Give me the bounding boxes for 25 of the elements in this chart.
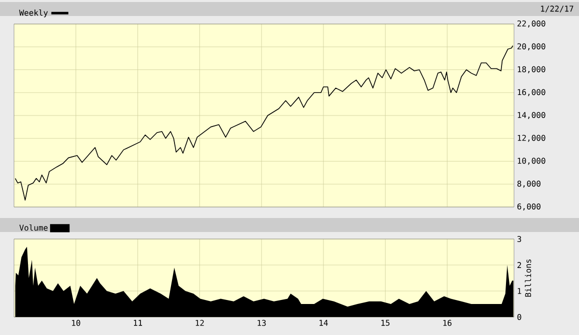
y-tick-label: 14,000 (518, 112, 546, 120)
x-tick-label: 10 (72, 320, 80, 326)
x-tick-label: 16 (443, 320, 452, 326)
legend-label: Volume (19, 224, 48, 231)
y-tick-label: 2 (517, 262, 522, 268)
text: 1/22/17 (541, 6, 574, 12)
x-tick-label: 11 (134, 320, 142, 326)
x-tick-label: 14 (320, 320, 328, 326)
x-tick-label: 12 (196, 320, 204, 326)
y-tick-label: 20,000 (517, 43, 546, 50)
y-tick-label: 12,000 (518, 134, 546, 142)
y-axis-title: Billions (524, 260, 532, 297)
x-tick-label: 13 (258, 320, 266, 326)
y-tick-label: 18,000 (518, 66, 546, 74)
y-tick-label: 6,000 (517, 203, 540, 211)
y-tick-label: 3 (517, 236, 522, 242)
legend-label: Weekly (19, 9, 48, 18)
y-tick-label: 0 (517, 314, 522, 320)
x-tick-label: 15 (381, 320, 390, 326)
y-tick-label: 8,000 (517, 180, 540, 188)
y-tick-label: 22,000 (517, 20, 546, 28)
line-series (14, 45, 514, 201)
y-tick-label: 16,000 (518, 89, 546, 96)
y-tick-label: 1 (518, 288, 522, 294)
y-tick-label: 10,000 (518, 158, 546, 165)
